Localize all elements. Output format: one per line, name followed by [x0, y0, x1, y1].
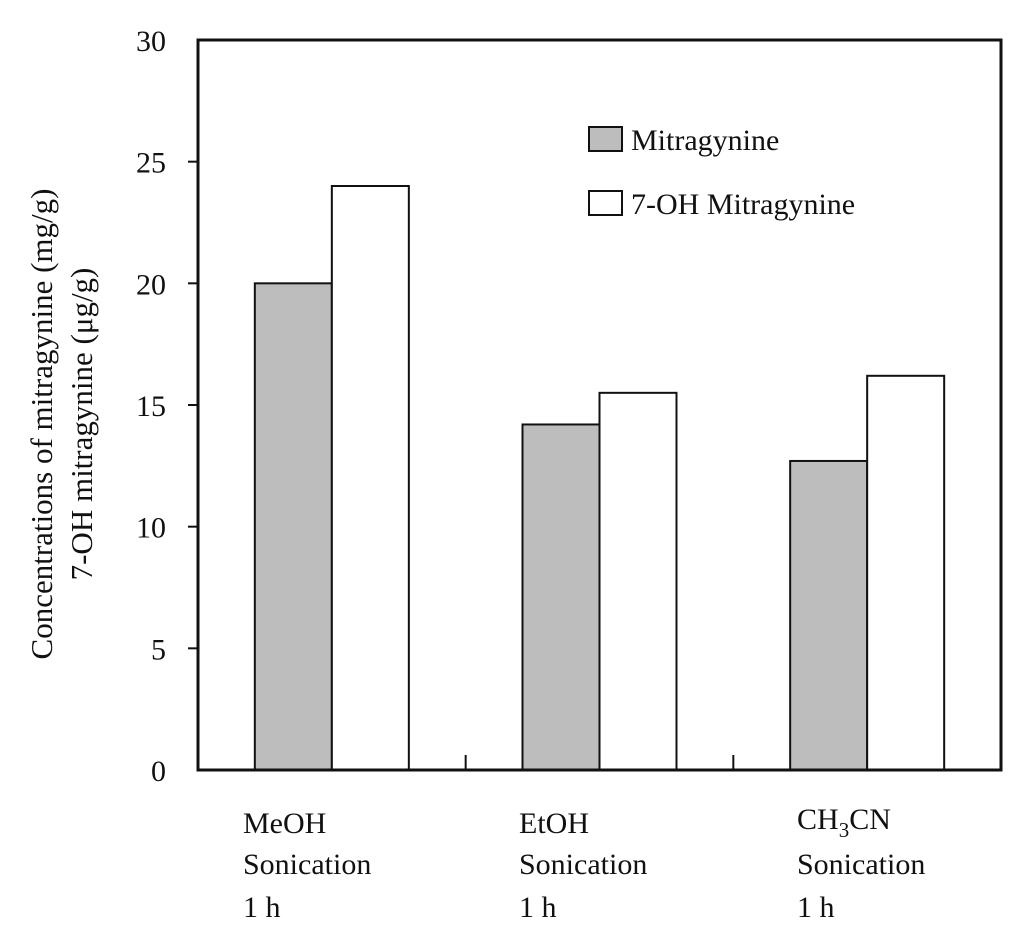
category-labels: MeOH Sonication 1 h EtOH Sonication 1 h …: [243, 803, 925, 924]
legend-swatch-7-oh-mitragynine: [588, 190, 623, 216]
y-tick-label-20: 20: [136, 268, 166, 301]
category-label-ch3cn-line-3: 1 h: [797, 891, 835, 924]
y-tick-label-25: 25: [136, 147, 166, 180]
legend-swatch-mitragynine: [588, 126, 623, 152]
category-label-meoh-line-3: 1 h: [243, 891, 281, 924]
y-tick-label-15: 15: [136, 390, 166, 423]
bars: [253, 185, 946, 771]
category-label-meoh-line-2: Sonication: [243, 848, 371, 881]
bar-7-oh-mitragynine-ch3cn: [866, 374, 946, 771]
category-label-ch3cn-line-1: CH3CN: [797, 803, 891, 842]
plot-frame: [196, 38, 1003, 772]
legend: Mitragynine 7-OH Mitragynine: [588, 124, 855, 221]
bar-mitragynine-etoh: [521, 423, 601, 771]
y-tick-label-5: 5: [151, 633, 166, 666]
category-label-etoh-line-3: 1 h: [519, 891, 557, 924]
bar-7-oh-mitragynine-meoh: [330, 185, 410, 771]
bar-mitragynine-meoh: [253, 282, 333, 771]
category-label-ch3cn-line-2: Sonication: [797, 848, 925, 881]
category-label-etoh-line-2: Sonication: [519, 848, 647, 881]
category-label-meoh-line-1: MeOH: [243, 807, 326, 840]
category-label-etoh-line-1: EtOH: [519, 807, 589, 840]
y-axis-title-line-2: 7-OH mitragynine (μg/g): [64, 268, 99, 581]
y-tick-label-30: 30: [136, 25, 166, 58]
bar-mitragynine-ch3cn: [789, 459, 869, 771]
y-tick-label-10: 10: [136, 512, 166, 545]
y-axis-ticks: 0 5 10 15 20 25 30: [136, 25, 735, 788]
legend-label-mitragynine: Mitragynine: [631, 124, 779, 157]
y-tick-label-0: 0: [151, 755, 166, 788]
bar-7-oh-mitragynine-etoh: [598, 391, 678, 771]
legend-label-7-oh-mitragynine: 7-OH Mitragynine: [631, 188, 855, 221]
y-axis-title-line-1: Concentrations of mitragynine (mg/g): [24, 189, 59, 660]
